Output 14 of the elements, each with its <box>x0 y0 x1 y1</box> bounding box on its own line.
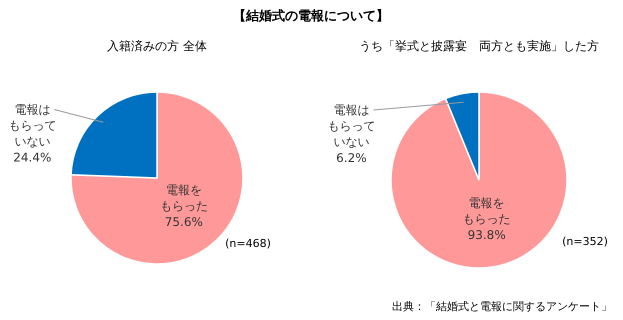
text: (n=352) <box>562 235 608 248</box>
text: (n=468) <box>225 237 271 250</box>
source-note: 出典：「結婚式と電報に関するアンケート」 <box>392 300 612 313</box>
slice-label: 電報をもらった <box>160 182 208 213</box>
chart-title: 入籍済みの方 全体 <box>107 39 207 53</box>
chart-title: うち「挙式と披露宴 両方とも実施」した方 <box>359 39 599 53</box>
slice-label: 電報はもらっていない <box>327 103 376 149</box>
data-label: 24.4% <box>13 150 52 164</box>
slice-label: 電報はもらっていない <box>8 102 56 148</box>
text: 【結婚式の電報について】 <box>233 8 389 24</box>
data-label: 93.8% <box>468 228 506 242</box>
data-label: 75.6% <box>164 214 203 229</box>
data-label: 6.2% <box>336 151 367 165</box>
slice-label: 電報をもらった <box>462 196 511 226</box>
